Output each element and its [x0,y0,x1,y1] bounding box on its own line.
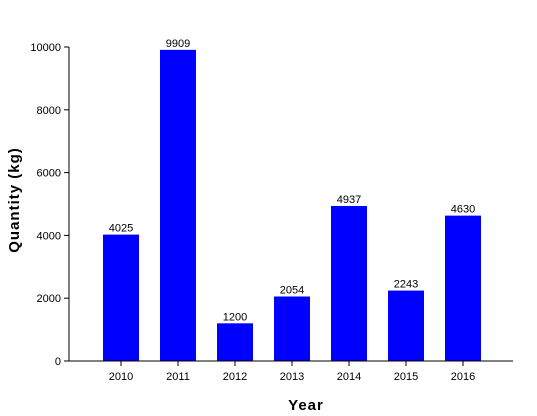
bars-group [103,49,481,362]
data-label-2016: 4630 [451,204,475,216]
data-labels-group: 4025 9909 1200 2054 4937 2243 4630 [109,38,475,323]
bar-2013 [274,296,310,361]
bar-2014 [331,205,367,361]
y-tick-label: 10000 [30,42,61,54]
x-tick-label-2013: 2013 [280,371,304,383]
x-tick-label-2014: 2014 [337,371,361,383]
x-tick-label-2010: 2010 [109,371,133,383]
x-tick-label-2011: 2011 [166,371,190,383]
x-tick-label-2012: 2012 [223,371,247,383]
y-tick-label: 6000 [37,168,61,180]
bar-2010 [103,234,139,361]
y-tick-label: 4000 [37,230,61,242]
bar-2015 [388,290,424,361]
y-axis-ticks: 0 2000 4000 6000 8000 10000 [30,42,69,368]
bar-2012 [217,323,253,361]
data-label-2013: 2054 [280,285,304,297]
data-label-2012: 1200 [223,311,247,323]
y-tick-label: 8000 [37,105,61,117]
y-axis-title: Quantity (kg) [6,147,23,253]
data-label-2011: 9909 [166,38,190,50]
bar-2016 [445,215,481,361]
x-tick-label-2015: 2015 [394,371,418,383]
bar-2011 [160,49,196,362]
data-label-2014: 4937 [337,194,361,206]
y-tick-label: 0 [55,356,61,368]
x-axis-ticks: 2010 2011 2012 2013 2014 2015 2016 [109,361,475,383]
x-axis-title: Year [288,397,324,414]
x-tick-label-2016: 2016 [451,371,475,383]
y-tick-label: 2000 [37,293,61,305]
data-label-2010: 4025 [109,223,133,235]
data-label-2015: 2243 [394,279,418,291]
